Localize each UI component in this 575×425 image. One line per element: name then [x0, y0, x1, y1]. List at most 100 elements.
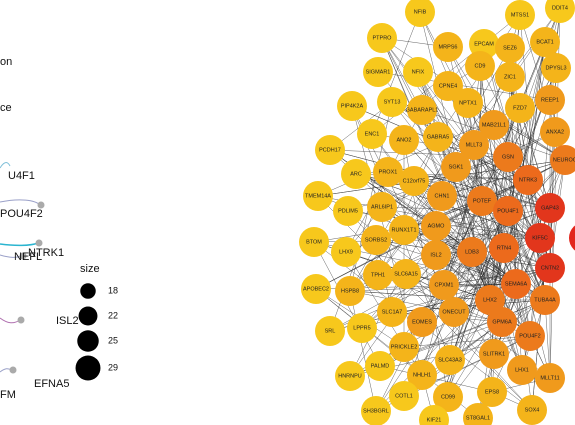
size-swatch [77, 330, 99, 352]
node-label: CHN1 [435, 193, 450, 199]
node-label: SGK1 [449, 164, 464, 170]
node [479, 339, 509, 369]
node-label: GABARAPL1 [406, 107, 439, 113]
node-label: SLC43A3 [438, 357, 462, 363]
node [463, 403, 493, 425]
edge [455, 166, 551, 209]
panel-label: FM [0, 389, 16, 401]
node [403, 57, 433, 87]
node-label: BCAT1 [536, 39, 553, 45]
node [407, 95, 437, 125]
node-label: MAB21L1 [482, 122, 506, 128]
panel-label: NTRK1 [28, 247, 64, 259]
node [513, 165, 543, 195]
panel-label: U4F1 [8, 170, 35, 182]
nodes: NFIB EPCAM MTSS1 DDIT4 PTPRO MRPS6 SEZ6 BCAT1 NF… [299, 0, 575, 425]
node-label: MTSS1 [511, 12, 529, 18]
edge-curve [0, 317, 21, 324]
node [477, 377, 507, 407]
node-label: CD99 [441, 394, 455, 400]
node-label: DPYSL3 [545, 65, 566, 71]
node-label: LDB3 [465, 249, 479, 255]
panel-label: EFNA5 [34, 378, 69, 390]
edge [473, 144, 541, 239]
node-label: ISL2 [430, 252, 441, 258]
end-dot [9, 366, 17, 374]
node-label: SLC1A7 [382, 309, 403, 315]
node-label: EPS8 [485, 389, 499, 395]
node [365, 351, 395, 381]
node [335, 276, 365, 306]
node [303, 181, 333, 211]
size-swatch [78, 306, 98, 326]
edge-curve [0, 242, 39, 247]
node-label: ONECUT [442, 309, 466, 315]
node [389, 215, 419, 245]
node-label: HSPB8 [341, 288, 359, 294]
node-label: FZD7 [513, 105, 527, 111]
node [421, 211, 451, 241]
node [341, 159, 371, 189]
node [357, 119, 387, 149]
node [550, 145, 575, 175]
node [505, 93, 535, 123]
node [495, 33, 525, 63]
end-dot [19, 252, 27, 260]
node-label: NPTX1 [459, 100, 477, 106]
node [367, 192, 397, 222]
size-swatch [75, 355, 101, 381]
node [315, 316, 345, 346]
edge [467, 102, 566, 161]
node [433, 382, 463, 412]
edge [315, 200, 483, 290]
node [389, 332, 419, 362]
node [545, 0, 575, 23]
end-dot [37, 201, 45, 209]
node-label: C12orf75 [403, 178, 426, 184]
node-label: SLC6A15 [394, 271, 418, 277]
node [495, 62, 525, 92]
node [507, 355, 537, 385]
panel-label: ce [0, 102, 12, 114]
node-label: GPM6A [492, 319, 512, 325]
node [407, 360, 437, 390]
node-label: CNTN2 [541, 265, 559, 271]
node [363, 260, 393, 290]
end-dot [35, 239, 43, 247]
node-label: ENC1 [365, 131, 380, 137]
node-label: POTEF [473, 198, 492, 204]
node-label: TUBA4A [534, 297, 556, 303]
hub-node [569, 225, 575, 251]
node-label: BTOM [306, 239, 322, 245]
node-label: SEMA6A [505, 281, 528, 287]
node-label: GAP43 [541, 205, 559, 211]
node [530, 285, 560, 315]
node [505, 0, 535, 30]
node [315, 135, 345, 165]
node-label: PDLIM5 [338, 208, 358, 214]
node [487, 307, 517, 337]
node-label: RTN4 [497, 245, 511, 251]
node [493, 196, 523, 226]
node [361, 225, 391, 255]
node-label: SIGMAR1 [366, 69, 391, 75]
node [535, 85, 565, 115]
node [535, 253, 565, 283]
node [541, 53, 571, 83]
node-label: SLITRK1 [483, 351, 505, 357]
legend-label: 29 [108, 362, 118, 372]
edge [441, 159, 566, 197]
node [441, 152, 471, 182]
node [439, 297, 469, 327]
node-label: LHX1 [515, 367, 529, 373]
node [399, 166, 429, 196]
node-label: PIP4K2A [341, 103, 364, 109]
node-label: NFIX [412, 69, 425, 75]
node [389, 125, 419, 155]
edge [371, 11, 421, 135]
edge [349, 290, 377, 412]
node [347, 313, 377, 343]
end-dot [17, 316, 25, 324]
